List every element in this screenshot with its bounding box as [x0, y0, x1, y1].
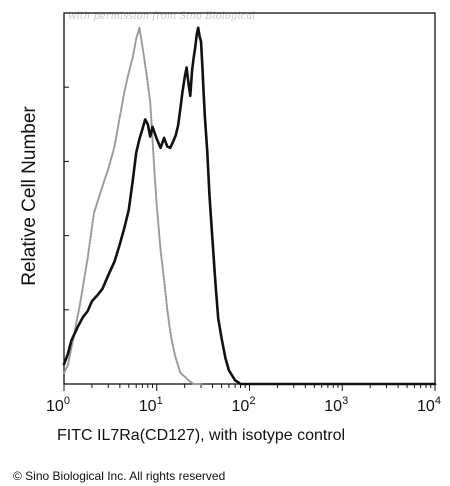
x-tick-label: 100 [46, 395, 70, 415]
copyright-notice: © Sino Biological Inc. All rights reserv… [13, 469, 225, 483]
x-tick-label: 104 [417, 395, 441, 415]
y-axis-ticks [64, 86, 69, 311]
x-axis-label: FITC IL7Ra(CD127), with isotype control [57, 427, 345, 444]
x-tick-label: 103 [324, 395, 348, 415]
x-tick-label: 102 [232, 395, 256, 415]
isotype-control-histogram [63, 26, 202, 385]
x-tick-label: 101 [139, 395, 163, 415]
y-axis-label: Relative Cell Number [19, 106, 40, 286]
plot-border [63, 12, 436, 385]
il7ra-histogram [62, 26, 437, 386]
x-axis-tick-labels: 100 101 102 103 104 [46, 395, 441, 415]
watermark: with permission from Sino Biological [68, 11, 255, 22]
series-layer [62, 26, 437, 386]
plot-frame [63, 12, 436, 385]
